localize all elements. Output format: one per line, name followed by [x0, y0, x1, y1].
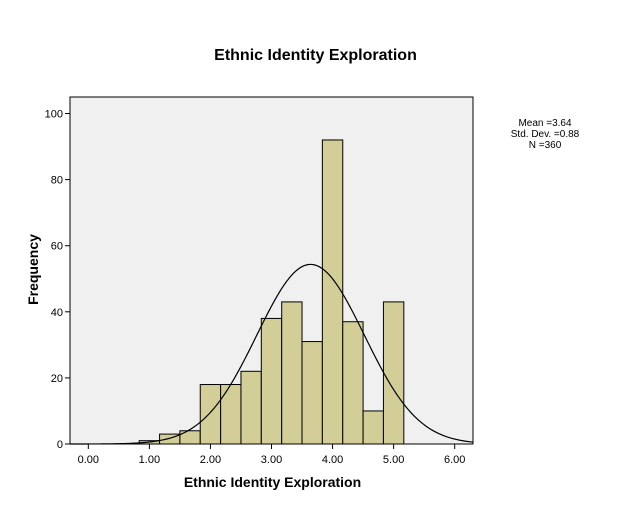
- x-tick-label-4: 4.00: [322, 454, 343, 466]
- x-tick-label-5: 5.00: [383, 454, 404, 466]
- histogram-bar-7: [281, 301, 303, 445]
- y-axis-title: Frequency: [25, 234, 41, 305]
- std-dev-stat: Std. Dev. =0.88: [510, 129, 580, 140]
- x-axis-title: Ethnic Identity Exploration: [184, 474, 361, 490]
- y-axis-ticks: 0 20 40 60 80 100: [45, 109, 70, 451]
- x-tick-label-1: 1.00: [139, 454, 160, 466]
- y-tick-label-1: 20: [51, 373, 63, 385]
- x-tick-label-6: 6.00: [444, 454, 465, 466]
- histogram-bar-4: [220, 384, 242, 445]
- y-tick-label-2: 40: [51, 307, 63, 319]
- histogram-bar-12: [382, 301, 405, 445]
- y-tick-label-0: 0: [57, 439, 63, 451]
- histogram-bar-3: [199, 384, 222, 445]
- n-stat: N =360: [528, 140, 562, 151]
- x-tick-label-0: 0.00: [78, 454, 99, 466]
- y-tick-label-4: 80: [51, 175, 63, 187]
- histogram-bar-8: [301, 341, 323, 445]
- y-tick-label-5: 100: [45, 109, 63, 121]
- y-tick-label-3: 60: [51, 241, 63, 253]
- normal-curve: [70, 263, 474, 445]
- x-tick-label-2: 2.00: [200, 454, 221, 466]
- x-tick-label-3: 3.00: [261, 454, 282, 466]
- histogram-bar-10: [342, 321, 364, 445]
- summary-stats: Mean =3.64 Std. Dev. =0.88 N =360: [495, 118, 595, 151]
- histogram-bar-9: [321, 139, 344, 445]
- histogram-bars: [138, 139, 405, 445]
- chart-title: Ethnic Identity Exploration: [214, 47, 417, 64]
- histogram-bar-6: [260, 317, 283, 445]
- histogram-bar-5: [240, 370, 262, 445]
- mean-stat: Mean =3.64: [518, 118, 572, 129]
- histogram-bar-11: [362, 410, 384, 445]
- x-axis-ticks: 0.00 1.00 2.00 3.00 4.00 5.00 6.00: [78, 444, 465, 466]
